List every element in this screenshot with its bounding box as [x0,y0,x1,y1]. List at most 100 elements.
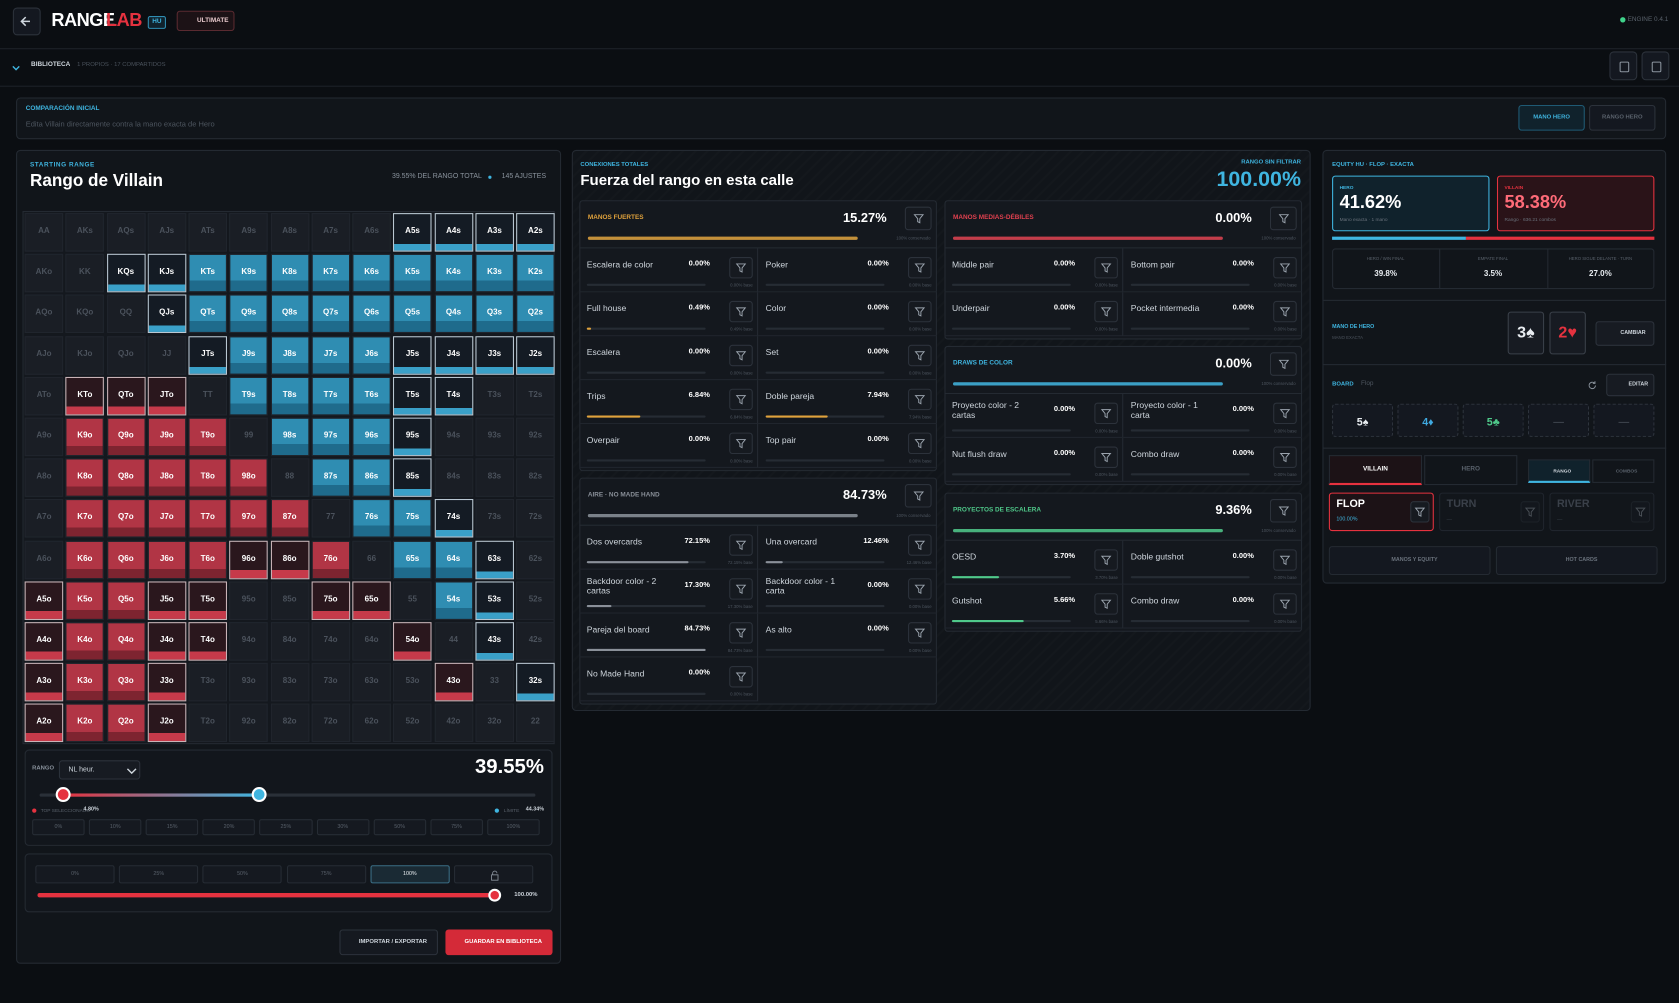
hand-cell[interactable] [65,703,105,743]
hand-cell[interactable] [393,540,432,579]
filter-button[interactable] [904,484,932,508]
hand-cell[interactable] [65,458,105,498]
hand-cell[interactable] [106,499,146,538]
icon-button[interactable] [1641,51,1670,81]
hand-cell[interactable] [65,663,105,702]
hand-cell[interactable] [311,417,350,457]
hand-cell[interactable] [147,294,187,334]
hand-cell[interactable] [516,294,555,334]
hand-cell[interactable] [188,581,228,620]
hand-cell[interactable] [147,458,187,498]
hand-cell[interactable] [516,663,555,702]
weight-handle[interactable] [488,888,502,902]
hand-cell[interactable] [475,663,514,702]
hand-cell[interactable] [24,663,64,702]
hand-cell[interactable] [393,703,432,743]
hand-cell[interactable] [106,581,146,620]
filter-button[interactable] [908,432,932,455]
hand-cell[interactable] [393,335,432,375]
hand-cell[interactable] [434,581,473,620]
hand-cell[interactable] [352,703,391,743]
hand-cell[interactable] [24,622,64,661]
filter-button[interactable] [908,388,932,411]
range-preset-button[interactable] [259,819,313,836]
hand-cell[interactable] [352,417,391,457]
filter-button[interactable] [1094,256,1118,279]
hand-cell[interactable] [147,417,187,457]
filter-button[interactable] [1094,402,1118,425]
hand-cell[interactable] [475,622,514,661]
hand-cell[interactable] [24,458,64,498]
hand-cell[interactable] [352,540,391,579]
board-slot[interactable] [1332,403,1394,437]
hand-cell[interactable] [24,540,64,579]
hand-cell[interactable] [188,417,228,457]
hand-cell[interactable] [229,213,268,252]
filter-button[interactable] [908,256,932,279]
hand-cell[interactable] [516,335,555,375]
filter-button[interactable] [1520,501,1540,523]
hand-cell[interactable] [24,581,64,620]
icon-button[interactable] [1609,51,1638,81]
hand-cell[interactable] [106,663,146,702]
hand-cell[interactable] [270,253,309,293]
filter-button[interactable] [729,388,753,411]
hand-cell[interactable] [475,458,514,498]
hand-cell[interactable] [352,335,391,375]
hand-cell[interactable] [147,253,187,293]
bottom-button[interactable] [1495,546,1658,576]
hand-cell[interactable] [147,335,187,375]
hand-cell[interactable] [24,335,64,375]
hand-cell[interactable] [106,703,146,743]
filter-button[interactable] [729,622,753,644]
hand-cell[interactable] [65,253,105,293]
limit-handle[interactable] [251,787,267,803]
filter-button[interactable] [908,534,932,556]
hand-cell[interactable] [229,663,268,702]
range-preset-button[interactable] [32,819,85,836]
weight-button[interactable] [202,865,283,884]
hand-cell[interactable] [188,499,228,538]
board-slot[interactable] [1528,403,1590,437]
hand-cell[interactable] [434,663,473,702]
hand-cell[interactable] [393,663,432,702]
hand-cell[interactable] [188,622,228,661]
weight-button[interactable] [119,865,199,884]
hand-cell[interactable] [147,540,187,579]
hand-cell[interactable] [475,335,514,375]
hand-cell[interactable] [24,499,64,538]
street[interactable] [1549,492,1655,532]
hand-cell[interactable] [106,213,146,252]
filter-button[interactable] [729,666,753,688]
hand-cell[interactable] [270,581,309,620]
hand-cell[interactable] [516,376,555,416]
bottom-button[interactable] [1328,546,1491,576]
hand-cell[interactable] [229,376,268,416]
hand-cell[interactable] [475,581,514,620]
hand-cell[interactable] [393,622,432,661]
hand-cell[interactable] [352,213,391,252]
filter-button[interactable] [1410,501,1430,523]
hand-cell[interactable] [188,703,228,743]
filter-button[interactable] [1273,256,1297,279]
hand-cell[interactable] [352,376,391,416]
comparison-tab[interactable] [1518,104,1585,131]
hand-cell[interactable] [229,458,268,498]
filter-button[interactable] [729,432,753,455]
hand-cell[interactable] [311,581,350,620]
filter-button[interactable] [729,578,753,600]
hand-cell[interactable] [229,294,268,334]
hand-cell[interactable] [188,253,228,293]
hand-cell[interactable] [516,253,555,293]
hand-cell[interactable] [188,540,228,579]
filter-button[interactable] [908,578,932,600]
filter-button[interactable] [1273,402,1297,425]
filter-button[interactable] [1269,498,1297,523]
board-slot[interactable] [1593,403,1655,437]
weight-button[interactable] [286,865,366,884]
hero-card[interactable] [1549,311,1586,355]
hand-cell[interactable] [475,253,514,293]
hand-cell[interactable] [65,294,105,334]
hand-cell[interactable] [270,213,309,252]
hand-cell[interactable] [188,213,228,252]
